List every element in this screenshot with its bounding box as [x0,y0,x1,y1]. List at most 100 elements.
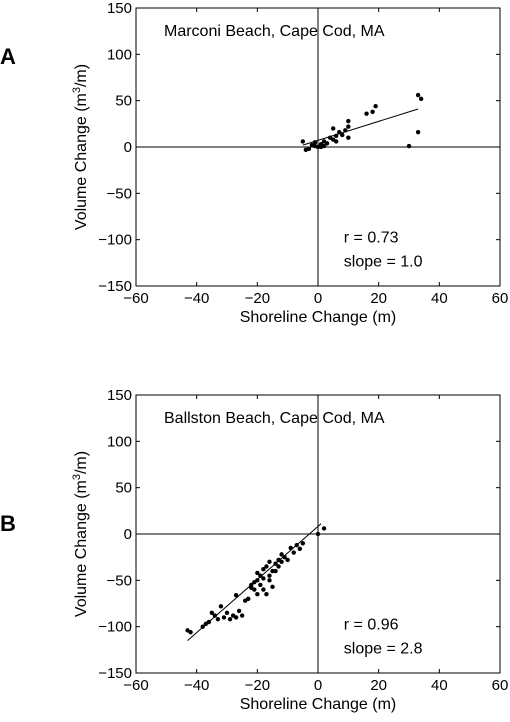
x-axis-label: Shoreline Change (m) [240,696,397,713]
data-point [324,141,330,146]
data-point [321,143,327,149]
x-tick-label: 60 [492,677,509,694]
y-tick-label: 0 [124,526,132,543]
data-point [270,568,275,574]
data-point [291,550,296,555]
data-point [279,552,284,557]
data-point [297,546,302,552]
x-tick-label: 40 [431,677,448,694]
r-annotation: r = 0.73 [344,229,399,246]
data-point [415,92,421,98]
x-tick-label: 40 [431,290,448,307]
data-point [288,545,293,551]
data-point [227,617,233,622]
y-tick-label: −100 [98,619,132,636]
data-point [415,129,421,135]
y-tick-label: 50 [115,480,132,497]
data-point [258,582,263,588]
y-tick-label: −50 [107,185,132,202]
data-point [200,624,205,629]
data-point [224,610,230,615]
data-point [215,617,221,622]
data-point [258,573,263,578]
data-point [218,604,224,609]
data-point [221,615,227,620]
data-point [264,564,269,569]
x-tick-label: 20 [370,290,387,307]
data-point [236,608,242,614]
data-point [312,140,318,145]
x-axis-label: Shoreline Change (m) [240,309,397,326]
data-point [334,139,339,144]
y-tick-label: 150 [107,0,132,17]
data-point [340,132,345,138]
slope-annotation: slope = 2.8 [344,641,423,658]
data-point [261,576,266,581]
data-point [233,592,239,598]
x-tick-label: −40 [184,677,209,694]
x-tick-label: −20 [245,677,270,694]
chart-title: Ballston Beach, Cape Cod, MA [164,410,385,427]
x-tick-label: −60 [123,290,148,307]
data-point [273,568,278,574]
data-point [279,559,284,564]
data-point [373,104,378,109]
data-point [267,559,272,564]
data-point [239,613,245,618]
y-tick-label: 150 [107,387,132,404]
chart-panel-a: A −60 −40 −20 0 20 40 60 −150 −100 −50 0 50 100 150 Sho… [0,0,508,326]
data-point [255,592,260,597]
data-point [264,592,269,597]
data-point [212,613,218,618]
panel-letter: B [0,511,16,536]
data-point [188,630,193,635]
x-tick-label: 0 [314,677,322,694]
slope-annotation: slope = 1.0 [344,254,423,271]
regression-line [302,108,419,146]
data-point [346,135,351,140]
data-point [418,96,424,102]
data-point [300,139,306,144]
data-point [255,578,260,583]
data-point [315,144,321,150]
x-tick-label: 60 [492,290,509,307]
data-point [273,561,278,566]
data-point [364,111,369,116]
data-point [246,596,251,602]
data-point [261,567,266,572]
data-point [261,587,266,592]
y-tick-label: 100 [107,46,132,63]
data-point [346,118,351,124]
data-point [330,126,336,131]
x-tick-label: 20 [370,677,387,694]
x-tick-label: −40 [184,290,209,307]
y-tick-label: 50 [115,93,132,110]
y-tick-label: 100 [107,433,132,450]
r-annotation: r = 0.96 [344,616,399,633]
data-point [334,133,339,139]
data-point [337,129,342,135]
data-point [300,541,306,546]
chart-panel-b: B −60 −40 −20 0 20 40 60 −150 −100 −50 0 50 100 150 Sho… [0,387,508,713]
data-point [406,143,412,149]
data-point [233,615,239,620]
data-point [285,557,290,563]
chart-title: Marconi Beach, Cape Cod, MA [164,23,385,40]
data-point [270,584,275,590]
data-point [315,531,321,537]
data-point [343,128,348,133]
y-tick-label: −100 [98,232,132,249]
data-point [255,570,260,576]
data-point [267,573,272,578]
data-point [249,585,254,590]
y-tick-label: −50 [107,572,132,589]
y-axis-label: Volume Change (m3/m) [71,451,90,617]
data-point [267,578,272,583]
x-tick-label: −60 [123,677,148,694]
data-point [276,564,281,569]
y-tick-label: −150 [98,665,132,682]
data-point [346,124,351,129]
x-tick-label: −20 [245,290,270,307]
y-tick-label: 0 [124,139,132,156]
